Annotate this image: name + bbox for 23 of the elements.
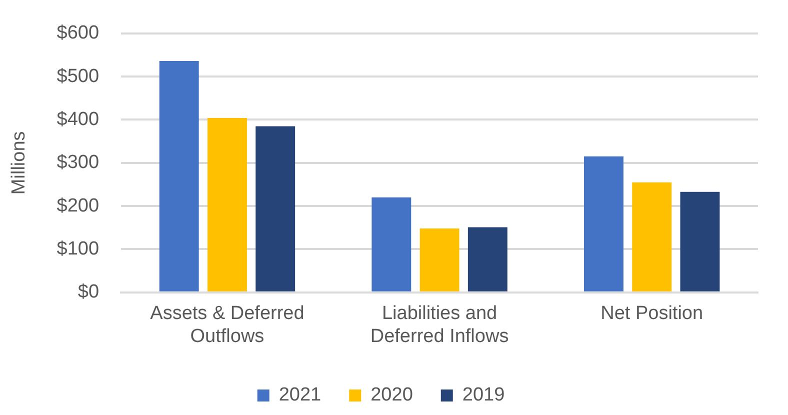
legend-label: 2021 xyxy=(278,384,322,406)
y-tick-label: $400 xyxy=(56,108,100,130)
bar xyxy=(632,182,672,292)
bar xyxy=(680,192,720,292)
bar xyxy=(159,61,199,292)
bar xyxy=(207,118,247,292)
bar xyxy=(372,197,412,292)
y-tick-label: $600 xyxy=(56,22,100,44)
legend-label: 2019 xyxy=(462,384,505,406)
y-tick-label: $200 xyxy=(56,195,100,216)
y-axis-title: Millions xyxy=(8,131,30,195)
x-tick-label: Net Position xyxy=(600,303,704,324)
bar xyxy=(256,126,296,292)
legend-label: 2020 xyxy=(370,384,413,406)
y-tick-label: $100 xyxy=(56,238,100,260)
y-tick-label: $300 xyxy=(56,152,100,174)
y-tick-label: $500 xyxy=(56,66,100,87)
bar xyxy=(468,227,508,292)
y-tick-label: $0 xyxy=(78,282,100,303)
x-tick-label: Assets & Deferred Outflows xyxy=(150,303,304,347)
bar xyxy=(584,156,624,292)
bar xyxy=(420,228,460,292)
x-tick-label: Liabilities and Deferred Inflows xyxy=(370,303,509,347)
